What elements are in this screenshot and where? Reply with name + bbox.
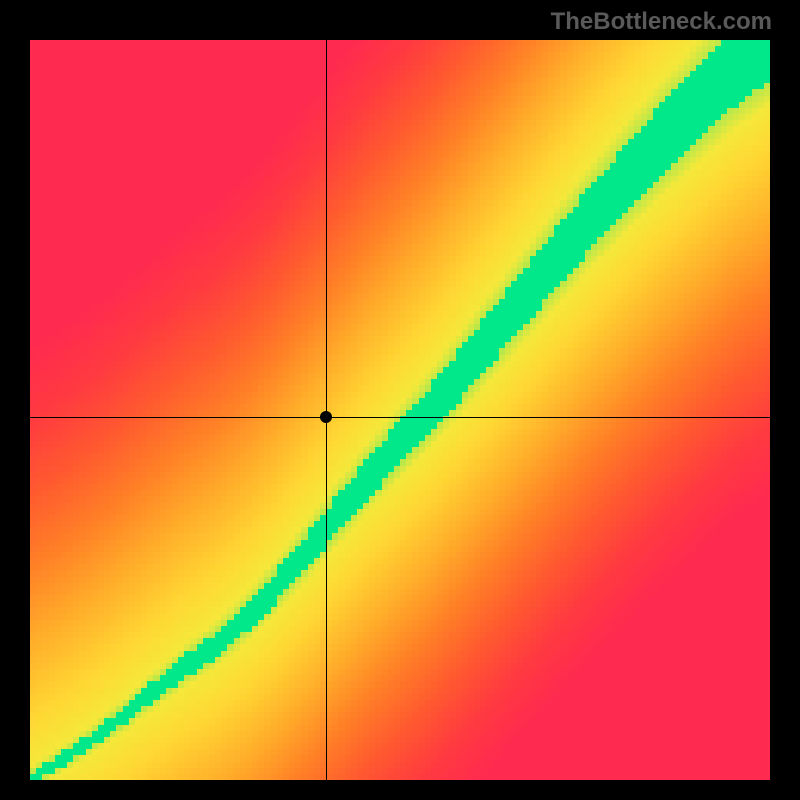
- watermark-text: TheBottleneck.com: [551, 8, 772, 36]
- crosshair-marker: [320, 411, 332, 423]
- crosshair-vertical: [326, 40, 327, 780]
- crosshair-horizontal: [30, 417, 770, 418]
- chart-container: TheBottleneck.com: [0, 0, 800, 800]
- bottleneck-heatmap: [30, 40, 770, 780]
